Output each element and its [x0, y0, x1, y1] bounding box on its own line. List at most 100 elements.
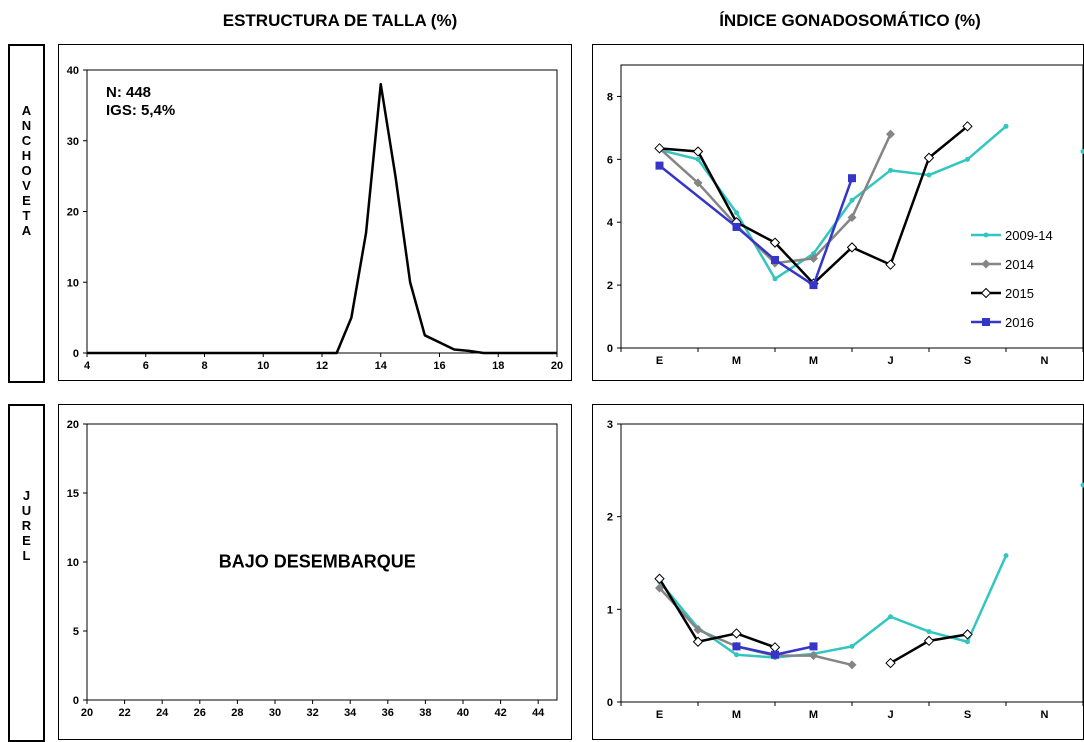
series-line: [660, 166, 853, 285]
y-tick-label: 6: [607, 154, 613, 166]
x-tick-label: 40: [457, 707, 469, 719]
y-tick-label: 2: [607, 512, 613, 524]
y-tick-label: 40: [67, 65, 79, 77]
x-tick-label: 44: [532, 707, 545, 719]
x-category-label: M: [809, 709, 818, 721]
x-tick-label: 16: [433, 360, 445, 372]
x-category-label: S: [964, 709, 971, 721]
plot-area: [621, 65, 1083, 348]
data-point: [696, 157, 701, 162]
x-tick-label: 24: [156, 707, 169, 719]
series-line: [660, 579, 776, 648]
data-point: [850, 198, 855, 203]
plot-area: [621, 424, 1083, 702]
data-point: [734, 210, 739, 215]
x-tick-label: 20: [551, 360, 563, 372]
x-tick-label: 6: [143, 360, 149, 372]
data-point: [1004, 124, 1009, 129]
data-point: [771, 643, 780, 652]
x-category-label: N: [1041, 709, 1049, 721]
series-extra: [1081, 149, 1084, 154]
series-line: [660, 556, 1007, 658]
x-category-label: E: [656, 709, 663, 721]
annotation-1: IGS: 5,4%: [106, 102, 175, 119]
y-tick-label: 15: [67, 488, 79, 500]
data-point: [810, 281, 818, 289]
legend-item: 2009-14: [971, 228, 1053, 243]
y-tick-label: 1: [607, 604, 613, 616]
legend-marker: [984, 233, 989, 238]
x-tick-label: 22: [118, 707, 130, 719]
x-tick-label: 36: [382, 707, 394, 719]
y-tick-label: 3: [607, 419, 613, 431]
y-tick-label: 20: [67, 207, 79, 219]
series-2015: [886, 630, 972, 668]
data-point: [886, 260, 895, 269]
x-tick-label: 8: [201, 360, 207, 372]
x-tick-label: 10: [257, 360, 269, 372]
x-tick-label: 28: [231, 707, 243, 719]
x-category-label: J: [887, 355, 893, 367]
x-category-label: N: [1041, 355, 1049, 367]
x-tick-label: 34: [344, 707, 357, 719]
x-category-label: M: [809, 355, 818, 367]
legend-marker: [982, 289, 991, 298]
data-point: [733, 642, 741, 650]
legend-item: 2014: [971, 257, 1034, 272]
legend-label: 2016: [1005, 315, 1034, 330]
y-tick-label: 0: [73, 348, 79, 360]
data-point: [1081, 483, 1084, 488]
data-point: [694, 147, 703, 156]
series-extra: [87, 84, 557, 353]
x-category-label: S: [964, 355, 971, 367]
left-column-title: ESTRUCTURA DE TALLA (%): [150, 11, 530, 31]
y-tick-label: 4: [607, 217, 614, 229]
data-point: [965, 639, 970, 644]
data-point: [888, 168, 893, 173]
series-2009-14: [657, 553, 1009, 660]
y-tick-label: 0: [73, 695, 79, 707]
data-point: [732, 629, 741, 638]
y-tick-label: 2: [607, 280, 613, 292]
data-point: [888, 614, 893, 619]
series-2016: [656, 162, 857, 289]
x-tick-label: 32: [306, 707, 318, 719]
legend-label: 2009-14: [1005, 228, 1053, 243]
data-point: [810, 642, 818, 650]
legend-item: 2016: [971, 315, 1034, 330]
legend-marker: [982, 260, 991, 269]
data-point: [733, 223, 741, 231]
series-2015: [655, 122, 972, 288]
series-line: [660, 126, 1007, 279]
data-point: [734, 652, 739, 657]
y-tick-label: 30: [67, 136, 79, 148]
series-line: [87, 84, 557, 353]
data-point: [965, 157, 970, 162]
series-extra: [1081, 483, 1084, 488]
y-tick-label: 10: [67, 557, 79, 569]
data-point: [771, 651, 779, 659]
series-2009-14: [657, 124, 1009, 282]
data-point: [1004, 553, 1009, 558]
data-point: [848, 174, 856, 182]
x-tick-label: 26: [194, 707, 206, 719]
y-tick-label: 0: [607, 343, 613, 355]
x-tick-label: 4: [84, 360, 91, 372]
x-category-label: M: [732, 355, 741, 367]
y-tick-label: 8: [607, 91, 613, 103]
data-point: [771, 256, 779, 264]
right-column-title: ÍNDICE GONADOSOMÁTICO (%): [640, 11, 1060, 31]
x-tick-label: 12: [316, 360, 328, 372]
data-point: [927, 173, 932, 178]
annotation-0: N: 448: [106, 84, 151, 101]
